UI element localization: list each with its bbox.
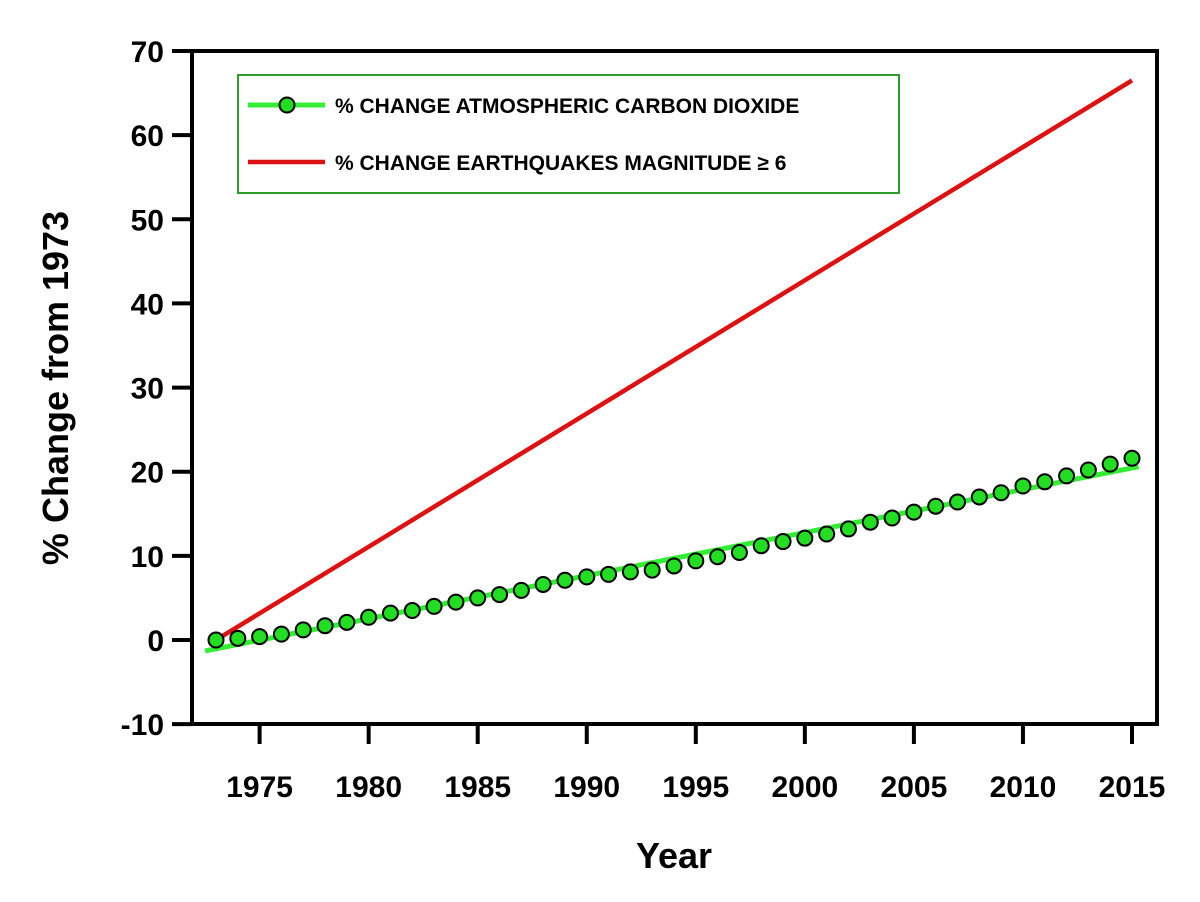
co2-point — [1123, 449, 1141, 467]
x-tick-label: 2005 — [881, 771, 948, 804]
co2-point — [992, 484, 1010, 502]
co2-point — [818, 525, 836, 543]
co2-point — [556, 571, 574, 589]
co2-point — [1036, 473, 1054, 491]
x-axis-ticks: 1975 1980 1985 1990 1995 2000 2005 2010 2015 — [226, 724, 1165, 804]
co2-point — [316, 617, 334, 635]
x-tick-label: 1980 — [335, 771, 402, 804]
co2-point — [578, 568, 596, 586]
co2-point — [1101, 455, 1119, 473]
x-tick-label: 2015 — [1099, 771, 1166, 804]
co2-point — [861, 513, 879, 531]
co2-point — [272, 625, 290, 643]
lines-layer — [214, 78, 1134, 642]
y-axis-title: % Change from 1973 — [35, 211, 76, 565]
y-tick-label: 0 — [147, 625, 164, 658]
co2-point — [709, 548, 727, 566]
co2-point — [970, 488, 988, 506]
co2-point — [229, 629, 247, 647]
x-axis-title: Year — [636, 835, 712, 876]
co2-point — [621, 563, 639, 581]
x-tick-label: 1985 — [444, 771, 511, 804]
x-tick-label: 2010 — [990, 771, 1057, 804]
legend-box — [237, 74, 900, 194]
x-tick-label: 1990 — [553, 771, 620, 804]
co2-point — [839, 520, 857, 538]
co2-point — [600, 565, 618, 583]
co2-point — [403, 602, 421, 620]
co2-point — [534, 575, 552, 593]
co2-point — [1014, 477, 1032, 495]
x-tick-label: 1975 — [226, 771, 293, 804]
co2-point — [1058, 467, 1076, 485]
co2-point — [730, 543, 748, 561]
co2-point — [294, 621, 312, 639]
earthquake-line — [214, 78, 1134, 642]
legend-earthquake-label: % CHANGE EARTHQUAKES MAGNITUDE ≥ 6 — [335, 152, 786, 175]
co2-point — [687, 552, 705, 570]
y-tick-label: 40 — [131, 288, 164, 321]
legend-co2-label: % CHANGE ATMOSPHERIC CARBON DIOXIDE — [335, 95, 799, 118]
co2-point — [338, 613, 356, 631]
co2-point — [927, 497, 945, 515]
y-tick-label: 30 — [131, 373, 164, 406]
legend: % CHANGE ATMOSPHERIC CARBON DIOXIDE % CHA… — [237, 74, 900, 194]
points-layer — [207, 449, 1141, 649]
y-tick-label: 20 — [131, 457, 164, 490]
co2-point — [774, 533, 792, 551]
y-tick-label: -10 — [121, 709, 164, 742]
co2-point — [447, 593, 465, 611]
co2-point — [469, 589, 487, 607]
y-tick-label: 10 — [131, 541, 164, 574]
co2-point — [381, 604, 399, 622]
co2-point — [207, 631, 225, 649]
legend-co2-marker — [278, 96, 296, 114]
x-tick-label: 1995 — [662, 771, 729, 804]
y-axis-ticks: -10 0 10 20 30 40 50 60 70 — [121, 36, 192, 742]
co2-point — [905, 503, 923, 521]
co2-point — [949, 493, 967, 511]
y-tick-label: 70 — [131, 36, 164, 69]
co2-point — [1079, 461, 1097, 479]
co2-point — [512, 581, 530, 599]
co2-point — [425, 597, 443, 615]
x-tick-label: 2000 — [771, 771, 838, 804]
y-tick-label: 50 — [131, 204, 164, 237]
co2-point — [796, 529, 814, 547]
co2-point — [643, 561, 661, 579]
y-tick-label: 60 — [131, 120, 164, 153]
co2-point — [752, 537, 770, 555]
co2-point — [491, 586, 509, 604]
co2-point — [883, 509, 901, 527]
co2-point — [665, 557, 683, 575]
co2-point — [360, 608, 378, 626]
co2-point — [251, 628, 269, 646]
